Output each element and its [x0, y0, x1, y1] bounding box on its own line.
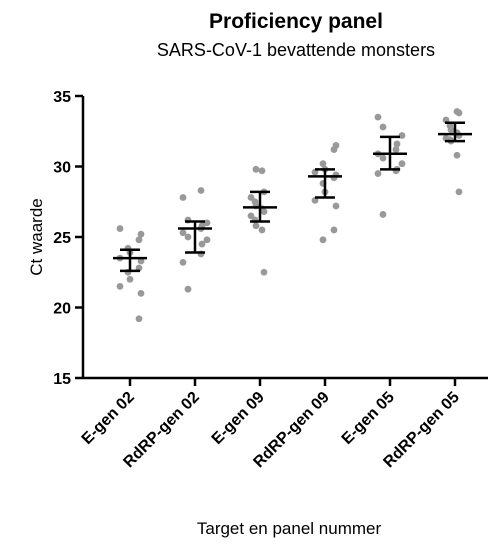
x-tick-label: E-gen 02 — [79, 389, 138, 448]
data-point — [203, 236, 211, 244]
data-point — [197, 187, 205, 194]
y-tick-label: 35 — [53, 89, 71, 106]
data-point — [332, 202, 340, 210]
data-point — [135, 236, 143, 244]
data-point — [116, 225, 124, 232]
chart-title: Proficiency panel — [209, 10, 383, 33]
data-point — [247, 212, 255, 220]
chart-subtitle: SARS-CoV-1 bevattende monsters — [157, 40, 435, 60]
data-point — [198, 240, 206, 248]
data-point — [179, 258, 187, 266]
data-point — [453, 151, 461, 159]
data-point — [252, 165, 260, 173]
data-point — [319, 236, 327, 244]
data-point — [398, 160, 406, 168]
data-point — [455, 188, 463, 196]
data-point — [398, 132, 406, 139]
y-axis-label: Ct waarde — [27, 198, 46, 275]
data-point — [447, 126, 455, 134]
data-point — [135, 315, 143, 323]
data-point — [374, 170, 382, 177]
y-tick-label: 25 — [53, 230, 71, 247]
x-tick-label: E-gen 05 — [339, 389, 398, 448]
data-point — [379, 211, 387, 218]
data-point — [379, 123, 387, 131]
data-point — [260, 268, 268, 276]
data-point — [455, 109, 463, 117]
data-point — [260, 208, 268, 216]
data-point — [374, 113, 382, 121]
x-axis-label: Target en panel nummer — [197, 519, 382, 538]
data-point — [319, 160, 327, 168]
data-point — [330, 226, 338, 234]
data-point — [203, 219, 211, 227]
data-point — [392, 146, 400, 153]
data-point — [252, 222, 260, 230]
data-point — [258, 226, 266, 234]
data-point — [126, 275, 134, 283]
data-point — [184, 285, 192, 293]
data-point — [379, 154, 387, 162]
data-point — [179, 194, 187, 201]
data-point — [137, 230, 145, 238]
data-point — [247, 194, 255, 201]
data-point — [258, 167, 266, 175]
data-point — [116, 282, 124, 290]
x-tick-label: E-gen 09 — [209, 389, 268, 448]
y-tick-label: 30 — [53, 160, 71, 177]
data-point — [330, 146, 338, 153]
y-tick-label: 15 — [53, 371, 71, 388]
data-point — [137, 290, 145, 297]
y-tick-label: 20 — [53, 301, 71, 318]
data-point — [179, 229, 187, 237]
data-point — [184, 233, 192, 241]
data-point — [393, 140, 401, 148]
